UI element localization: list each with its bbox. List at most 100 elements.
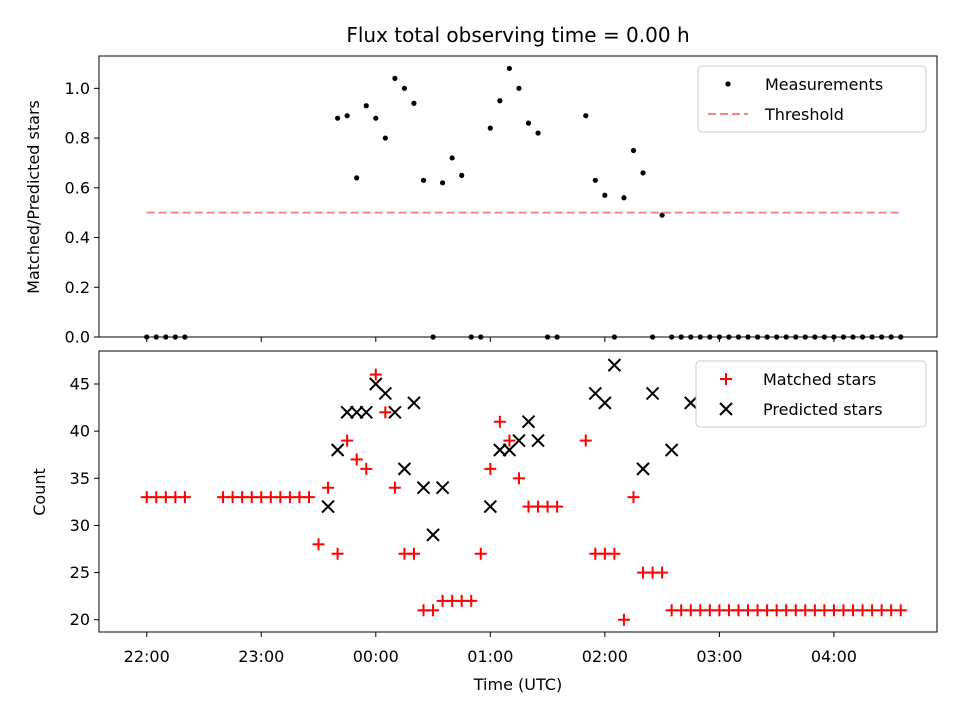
top-y-tick-label: 0.8: [65, 129, 90, 148]
measurements-point: [459, 172, 465, 178]
matched-stars-point: [579, 434, 592, 447]
x-tick-label: 23:00: [238, 647, 284, 666]
matched-stars-point: [894, 604, 907, 617]
measurements-point: [640, 170, 646, 176]
top-y-axis-label: Matched/Predicted stars: [24, 100, 43, 294]
predicted-stars-point: [378, 386, 393, 401]
measurements-point: [449, 155, 455, 161]
top-legend-box: [697, 65, 927, 133]
matched-stars-point: [474, 547, 487, 560]
x-tick-label: 01:00: [467, 647, 513, 666]
measurements-point: [602, 192, 608, 198]
measurements-point: [401, 85, 408, 91]
predicted-stars-point: [426, 528, 440, 542]
x-tick-label: 22:00: [124, 647, 170, 666]
matched-stars-point: [341, 434, 354, 447]
predicted-stars-point: [684, 396, 698, 410]
predicted-stars-point: [512, 433, 526, 448]
matched-stars-point: [312, 538, 325, 551]
legend-predicted-label: Predicted stars: [763, 400, 883, 419]
matched-stars-point: [512, 472, 525, 485]
top-y-tick-label: 0.2: [65, 278, 90, 297]
bottom-y-tick-label: 45: [70, 375, 90, 394]
predicted-stars-point: [359, 405, 373, 419]
predicted-stars-point: [521, 415, 536, 429]
bottom-y-axis-label: Count: [30, 468, 49, 516]
legend-measurements-marker: [725, 81, 731, 87]
bottom-y-tick-label: 30: [70, 516, 90, 535]
bottom-plot-frame: [98, 350, 938, 633]
predicted-stars-point: [407, 396, 421, 410]
chart-title: Flux total observing time = 0.00 h: [346, 23, 689, 47]
bottom-panel: 20 25 30 35 40 45 22:00 23:00 00:00 01:00 02:00 03:…: [70, 350, 938, 666]
measurements-point: [382, 135, 388, 141]
top-y-tick-label: 0.6: [65, 178, 90, 197]
top-y-tick-label: 1.0: [65, 79, 90, 98]
matched-stars-point: [503, 434, 516, 447]
top-legend: Measurements Threshold: [697, 65, 927, 133]
predicted-stars-point: [349, 405, 364, 419]
x-axis-label: Time (UTC): [473, 675, 562, 694]
predicted-stars-point: [483, 499, 498, 514]
predicted-stars-point: [340, 405, 354, 419]
measurements-point: [354, 175, 360, 181]
measurements-point: [525, 120, 532, 126]
measurements-point: [630, 147, 637, 154]
measurements-point: [592, 177, 598, 183]
measurements-point: [363, 103, 369, 109]
measurements-point: [335, 115, 341, 121]
bottom-y-tick-label: 40: [70, 422, 90, 441]
matched-stars-point: [551, 500, 564, 513]
matched-stars-point: [407, 547, 420, 560]
legend-threshold-label: Threshold: [764, 105, 844, 124]
matched-stars-point: [388, 481, 401, 494]
predicted-stars-point: [416, 481, 431, 495]
bottom-legend: Matched stars Predicted stars: [695, 360, 927, 428]
matched-stars-point: [608, 547, 621, 560]
measurements-point: [420, 177, 427, 183]
predicted-stars-point: [435, 481, 450, 495]
measurements-point: [439, 180, 446, 186]
measurements-point: [497, 98, 503, 104]
matched-stars-point: [350, 453, 363, 466]
legend-predicted-marker: [719, 402, 733, 416]
matched-stars-point: [369, 368, 382, 381]
matched-stars-point: [656, 566, 669, 579]
predicted-stars-point: [531, 433, 545, 448]
measurements-point: [392, 75, 398, 81]
matched-stars-point: [493, 415, 506, 428]
bottom-y-tick-label: 35: [70, 469, 90, 488]
matched-stars-point: [379, 406, 392, 419]
measurements-point: [516, 85, 522, 91]
predicted-stars-point: [645, 386, 660, 401]
x-tick-label: 00:00: [353, 647, 399, 666]
predicted-stars-point: [598, 396, 612, 410]
legend-matched-label: Matched stars: [763, 370, 876, 389]
top-y-tick-label: 0.4: [65, 228, 90, 247]
measurements-point: [344, 113, 350, 119]
matched-stars-point: [360, 462, 373, 475]
measurements-point: [659, 212, 665, 218]
predicted-stars-point: [388, 405, 402, 419]
predicted-stars-point: [607, 358, 622, 372]
predicted-stars-point: [493, 443, 507, 457]
x-tick-label: 03:00: [696, 647, 742, 666]
measurements-point: [535, 130, 541, 136]
matched-stars-point: [427, 604, 440, 617]
matched-stars-point: [322, 481, 335, 494]
top-plot-frame: [98, 55, 938, 338]
measurements-point: [373, 115, 379, 121]
matched-stars-point: [331, 547, 344, 560]
predicted-stars-point: [636, 462, 650, 476]
predicted-stars-point: [664, 443, 679, 457]
measurements-point: [411, 100, 417, 106]
predicted-stars-point: [397, 462, 412, 476]
matched-stars-point: [617, 613, 630, 626]
matched-stars-point: [465, 594, 478, 607]
bottom-y-tick-label: 20: [70, 610, 90, 629]
x-tick-label: 02:00: [582, 647, 628, 666]
matched-stars-point: [178, 491, 191, 504]
measurements-point: [487, 125, 493, 131]
x-tick-label: 04:00: [811, 647, 857, 666]
